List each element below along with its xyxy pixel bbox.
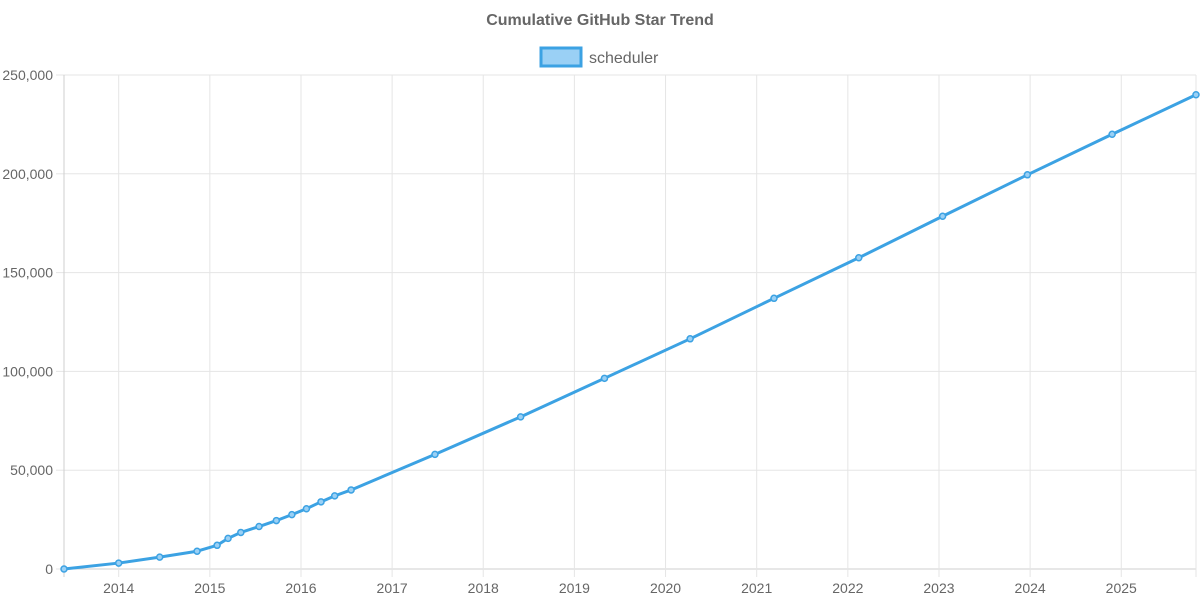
data-point[interactable] (347, 486, 355, 494)
data-point[interactable] (272, 516, 281, 525)
x-tick-label: 2025 (1106, 580, 1137, 596)
data-point[interactable] (155, 553, 164, 561)
x-tick-label: 2015 (194, 580, 225, 596)
y-tick-label: 150,000 (2, 265, 53, 281)
x-tick-label: 2018 (468, 580, 499, 596)
legend[interactable]: scheduler (539, 46, 659, 68)
x-tick-label: 2021 (741, 580, 772, 596)
data-point[interactable] (938, 212, 947, 221)
x-tick-label: 2019 (559, 580, 590, 596)
data-point[interactable] (1108, 130, 1116, 139)
grid (56, 74, 1197, 577)
chart-title: Cumulative GitHub Star Trend (486, 12, 714, 29)
data-point[interactable] (302, 504, 311, 513)
data-point[interactable] (770, 294, 778, 303)
x-tick-label: 2022 (832, 580, 863, 596)
data-point[interactable] (224, 534, 232, 543)
data-point[interactable] (1023, 171, 1032, 179)
y-tick-label: 50,000 (10, 462, 53, 478)
y-tick-label: 0 (45, 561, 53, 577)
x-tick-label: 2023 (923, 580, 954, 596)
series-scheduler (60, 91, 1200, 573)
data-point[interactable] (600, 374, 609, 383)
x-tick-label: 2014 (103, 580, 134, 596)
y-tick-label: 250,000 (2, 67, 53, 83)
y-tick-label: 200,000 (2, 166, 53, 182)
x-axis: 2014 2015 2016 2017 2018 2019 2020 2021 2022 2023… (103, 580, 1137, 596)
legend-swatch-scheduler[interactable] (539, 46, 583, 68)
data-point[interactable] (431, 450, 439, 459)
data-point[interactable] (237, 528, 245, 537)
x-tick-label: 2016 (285, 580, 316, 596)
data-point[interactable] (60, 565, 68, 573)
x-tick-label: 2024 (1015, 580, 1046, 596)
data-point[interactable] (288, 510, 296, 519)
data-point[interactable] (213, 541, 221, 550)
y-axis: 0 50,000 100,000 150,000 200,000 250,000 (2, 67, 53, 577)
data-point[interactable] (317, 498, 325, 506)
data-point[interactable] (193, 547, 201, 555)
x-tick-label: 2020 (650, 580, 681, 596)
data-point[interactable] (114, 559, 123, 567)
series-line (62, 93, 1198, 571)
legend-label-scheduler[interactable]: scheduler (589, 50, 659, 67)
y-tick-label: 100,000 (2, 363, 53, 379)
data-point[interactable] (255, 522, 263, 531)
data-point[interactable] (516, 413, 525, 421)
x-tick-label: 2017 (377, 580, 408, 596)
data-point[interactable] (330, 492, 339, 500)
data-point[interactable] (855, 254, 863, 262)
data-point[interactable] (686, 335, 694, 343)
data-point[interactable] (1192, 91, 1200, 99)
